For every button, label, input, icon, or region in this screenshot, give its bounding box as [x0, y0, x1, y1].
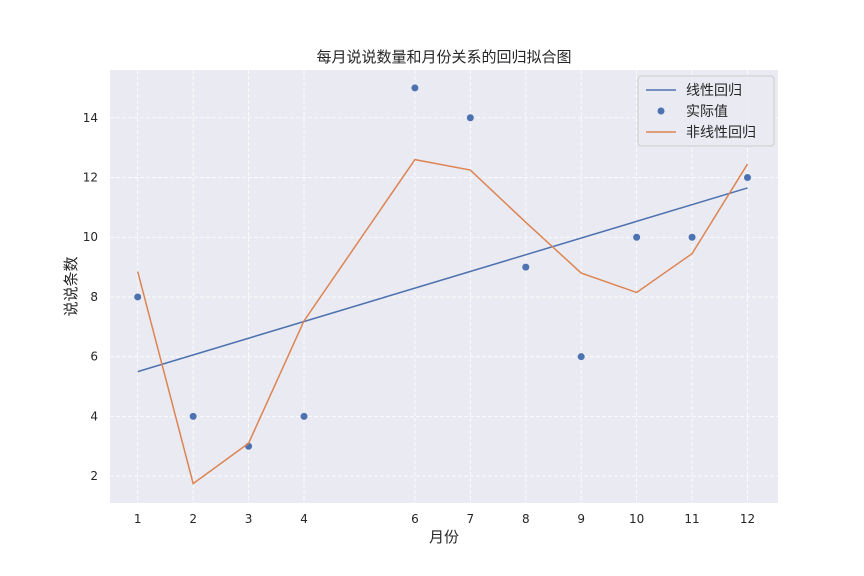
- grid: [110, 70, 778, 503]
- scatter-point: [466, 114, 474, 122]
- scatter-point: [744, 174, 752, 182]
- x-tick-label: 3: [245, 512, 253, 526]
- scatter-point: [522, 263, 530, 271]
- scatter-point: [633, 233, 641, 241]
- y-axis-ticks: 2 4 6 8 10 12 14: [83, 111, 98, 483]
- scatter-point: [300, 412, 308, 420]
- x-tick-label: 12: [740, 512, 755, 526]
- series-line-0: [137, 187, 748, 373]
- legend-box: [637, 75, 775, 147]
- y-tick-label: 14: [83, 111, 98, 125]
- x-axis-ticks: 1 2 3 4 6 7 8 9 10 11 12: [134, 512, 755, 526]
- legend: 线性回归 实际值 非线性回归: [637, 75, 775, 147]
- y-tick-label: 2: [90, 469, 98, 483]
- legend-label-actual: 实际值: [686, 104, 728, 120]
- legend-label-nonlinear: 非线性回归: [686, 124, 756, 141]
- scatter-point: [411, 84, 419, 92]
- x-tick-label: 10: [629, 512, 644, 526]
- legend-label-linear: 线性回归: [686, 82, 742, 99]
- chart-title: 每月说说数量和月份关系的回归拟合图: [316, 48, 571, 66]
- x-tick-label: 2: [189, 512, 197, 526]
- y-tick-label: 4: [90, 409, 98, 423]
- x-tick-label: 4: [300, 512, 308, 526]
- y-tick-label: 12: [83, 171, 98, 185]
- data-marks: [134, 84, 752, 485]
- x-tick-label: 6: [411, 512, 419, 526]
- y-tick-label: 8: [90, 290, 98, 304]
- x-tick-label: 11: [684, 512, 699, 526]
- x-axis-label: 月份: [429, 528, 459, 546]
- x-tick-label: 7: [467, 512, 475, 526]
- scatter-point: [189, 412, 197, 420]
- series-line-2: [136, 158, 749, 485]
- legend-swatch-actual: [657, 107, 665, 115]
- x-tick-label: 9: [577, 512, 585, 526]
- scatter-point: [577, 353, 585, 361]
- scatter-point: [688, 233, 696, 241]
- x-tick-label: 8: [522, 512, 530, 526]
- x-tick-label: 1: [134, 512, 142, 526]
- y-tick-label: 10: [83, 230, 98, 244]
- y-axis-label: 说说条数: [62, 256, 80, 316]
- y-tick-label: 6: [90, 350, 98, 364]
- scatter-point: [134, 293, 142, 301]
